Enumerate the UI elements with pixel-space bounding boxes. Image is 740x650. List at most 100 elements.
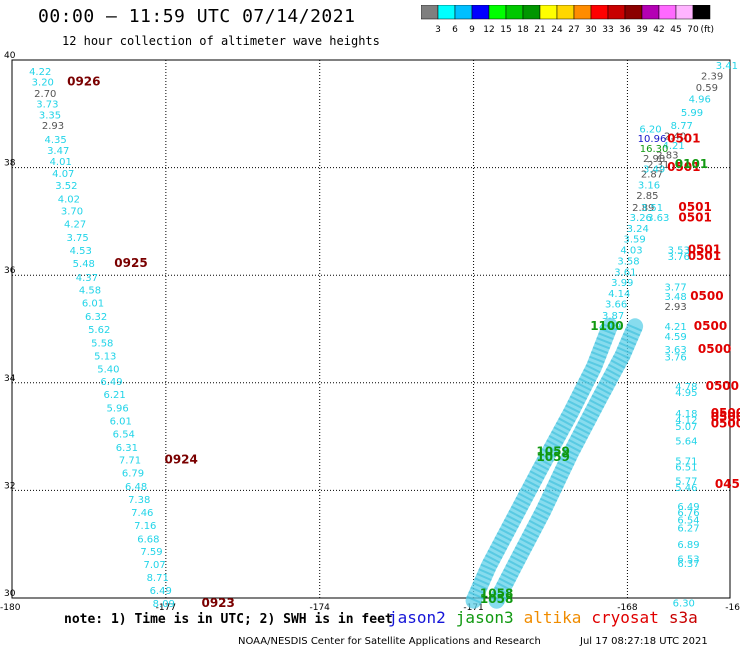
- wave-height-value: 6.48: [125, 482, 147, 493]
- color-bin-label: 30: [585, 25, 597, 35]
- wave-height-value: 5.58: [91, 339, 113, 350]
- color-bin-label: 36: [619, 25, 631, 35]
- color-bin-label: 27: [568, 25, 579, 35]
- wave-height-value: 8.71: [147, 573, 169, 584]
- map-frame: [11, 59, 731, 599]
- wave-height-value: 3.48: [664, 292, 686, 303]
- pass-time-label: 0500: [706, 379, 739, 393]
- wave-height-value: 5.71: [675, 456, 697, 467]
- color-bin-label: 6: [452, 25, 458, 35]
- pass-time-label: 0926: [67, 75, 100, 89]
- wave-height-value: 4.07: [52, 169, 74, 180]
- color-bin-label: 39: [636, 25, 648, 35]
- wave-height-value: 4.22: [29, 67, 51, 78]
- wave-height-value: 6.01: [110, 417, 132, 428]
- wave-height-value: 7.16: [134, 521, 156, 532]
- wave-height-value: 2.83: [656, 151, 678, 162]
- wave-height-value: 3.26: [630, 213, 652, 224]
- color-bin-label: 9: [469, 25, 475, 35]
- wave-height-value: 6.30: [673, 598, 695, 609]
- wave-height-value: 6.32: [85, 312, 107, 323]
- wave-height-value: 7.59: [140, 547, 162, 558]
- color-bin-label: 42: [653, 25, 664, 35]
- wave-height-value: 5.40: [97, 364, 119, 375]
- wave-height-value: 5.07: [675, 422, 697, 433]
- color-bin-label: 15: [500, 25, 511, 35]
- wave-height-value: 7.71: [119, 456, 141, 467]
- pass-time-label: 0501: [678, 200, 711, 214]
- wave-height-value: 3.61: [614, 267, 636, 278]
- pass-time-label: 0500: [698, 342, 731, 356]
- color-bin-label: 21: [534, 25, 545, 35]
- wave-height-value: 4.59: [664, 332, 686, 343]
- wave-height-value: 3.59: [623, 235, 645, 246]
- pass-time-label: 1059: [536, 445, 569, 459]
- credit-line: NOAA/NESDIS Center for Satellite Applica…: [238, 636, 541, 647]
- pass-time-label: 1100: [590, 319, 623, 333]
- pass-time-label: 0101: [675, 157, 708, 171]
- page-subtitle: 12 hour collection of altimeter wave hei…: [62, 34, 380, 48]
- wave-height-value: 6.20: [639, 124, 661, 135]
- wave-height-value: 3.66: [605, 300, 627, 311]
- color-scale-bar: 3 6 9 12 15 18 21 24 27 30 33 36 39 42 45 70 (ft): [421, 5, 714, 35]
- wave-height-value: 3.99: [611, 278, 633, 289]
- wave-height-value: 4.01: [50, 157, 72, 168]
- x-tick-label: -168: [617, 603, 638, 613]
- pass-time-label: 0500: [694, 319, 727, 333]
- wave-height-value: 2.85: [636, 191, 658, 202]
- pass-time-label: 0501: [678, 211, 711, 225]
- wave-height-value: 4.53: [70, 246, 92, 257]
- wave-height-value: 4.95: [675, 388, 697, 399]
- color-bin: [692, 5, 711, 20]
- wave-height-value: 3.47: [47, 146, 69, 157]
- wave-height-value: 6.21: [103, 390, 125, 401]
- wave-height-value: 4.21: [662, 141, 684, 152]
- wave-height-value: 0.59: [696, 83, 718, 94]
- wave-height-value: 4.21: [664, 322, 686, 333]
- wave-height-value: 4.02: [58, 194, 80, 205]
- wave-height-value: 2.93: [42, 121, 64, 132]
- y-tick-label: 32: [4, 481, 15, 491]
- wave-height-value: 6.49: [100, 377, 122, 388]
- wave-height-value: 3.77: [664, 283, 686, 294]
- wave-height-value: 6.51: [675, 463, 697, 474]
- wave-height-value: 4.78: [675, 382, 697, 393]
- color-bin-label: 24: [551, 25, 563, 35]
- wave-height-value: 2.93: [664, 302, 686, 313]
- wave-height-value: 4.35: [44, 135, 66, 146]
- wave-height-value: 6.54: [677, 516, 699, 527]
- wave-height-value: 6.53: [677, 555, 699, 566]
- y-tick-label: 34: [4, 374, 16, 384]
- pass-time-label: 0500: [690, 289, 723, 303]
- wave-height-value: 6.31: [116, 443, 138, 454]
- wave-height-value: 5.62: [88, 325, 110, 336]
- wave-height-value: 3.63: [647, 213, 669, 224]
- wave-height-value: 4.58: [79, 286, 101, 297]
- pass-time-label: 1059: [536, 450, 569, 464]
- wave-height-value: 7.46: [131, 508, 153, 519]
- wave-height-value: 3.76: [668, 252, 690, 263]
- x-tick-label: -16: [725, 603, 740, 613]
- color-bin-label: 70: [687, 25, 699, 35]
- y-tick-label: 30: [4, 589, 16, 599]
- wave-height-value: 8.09: [153, 599, 175, 610]
- pass-time-label: 0501: [688, 242, 721, 256]
- pass-time-label: 1058: [480, 592, 513, 606]
- y-tick-label: 40: [4, 51, 16, 61]
- wave-height-value: 8.77: [671, 121, 693, 132]
- wave-height-value: 3.41: [716, 61, 738, 72]
- pass-time-label: 0501: [667, 132, 700, 146]
- wave-height-value: 6.49: [677, 502, 699, 513]
- wave-height-value: 2.70: [34, 89, 56, 100]
- pass-time-label: 0500: [711, 406, 740, 420]
- wave-height-value: 3.58: [617, 257, 639, 268]
- wave-height-value: 6.27: [677, 524, 699, 535]
- wave-height-value: 6.79: [122, 469, 144, 480]
- pass-time-label: 0501: [667, 160, 700, 174]
- wave-height-value: 3.24: [627, 224, 649, 235]
- wave-height-value: 2.89: [632, 203, 654, 214]
- wave-height-value: 4.14: [608, 289, 630, 300]
- wave-height-value: 2.40: [664, 131, 686, 142]
- wave-height-value: 3.51: [641, 203, 663, 214]
